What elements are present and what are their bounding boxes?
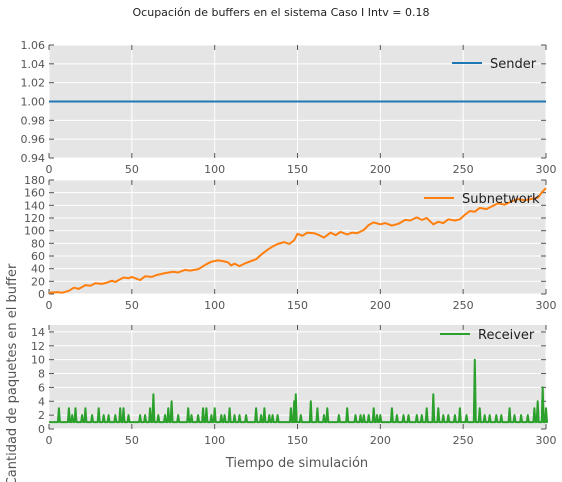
y-tick-label: 1.02: [21, 77, 46, 90]
y-tick-label: 1.00: [21, 96, 46, 109]
y-tick-label: 140: [24, 199, 45, 212]
x-tick-label: 250: [453, 434, 474, 447]
x-tick-label: 200: [370, 434, 391, 447]
x-tick-label: 150: [287, 299, 308, 312]
x-tick-label: 250: [453, 163, 474, 176]
x-tick-label: 200: [370, 299, 391, 312]
x-tick-label: 50: [125, 434, 139, 447]
x-tick-label: 150: [287, 434, 308, 447]
y-tick-label: 20: [31, 275, 45, 288]
x-axis-label: Tiempo de simulación: [225, 456, 368, 471]
y-tick-label: 1.06: [21, 39, 46, 52]
panel-sender: 0.94 0.96 0.98 1.00 1.02 1.04 1.06 0 50 100 150 200…: [21, 39, 557, 176]
y-tick-label: 2: [38, 409, 45, 422]
x-tick-label: 0: [46, 299, 53, 312]
series-line-subnetwork: [48, 187, 547, 294]
y-tick-label: 0.96: [21, 133, 46, 146]
legend-label: Subnetwork: [462, 192, 540, 207]
y-tick-label: 10: [31, 354, 45, 367]
x-tick-label: 50: [125, 299, 139, 312]
y-tick-label: 0: [38, 288, 45, 301]
legend-label: Sender: [490, 57, 537, 72]
y-tick-label: 40: [31, 263, 45, 276]
y-tick-label: 160: [24, 187, 45, 200]
figure-title: Ocupación de buffers en el sistema Caso …: [133, 6, 430, 19]
y-tick-label: 120: [24, 212, 45, 225]
x-tick-label: 300: [536, 299, 557, 312]
x-tick-label: 100: [204, 434, 225, 447]
y-tick-label: 60: [31, 250, 45, 263]
y-tick-label: 6: [38, 381, 45, 394]
x-tick-label: 50: [125, 163, 139, 176]
x-tick-label: 300: [536, 163, 557, 176]
x-tick-label: 300: [536, 434, 557, 447]
y-tick-label: 0.94: [21, 152, 46, 165]
x-tick-label: 150: [287, 163, 308, 176]
y-tick-label: 100: [24, 225, 45, 238]
x-tick-label: 0: [46, 434, 53, 447]
y-tick-label: 80: [31, 237, 45, 250]
x-tick-label: 100: [204, 163, 225, 176]
y-tick-label: 0.98: [21, 114, 46, 127]
x-tick-label: 0: [46, 163, 53, 176]
y-tick-label: 180: [24, 174, 45, 187]
y-tick-label: 12: [31, 340, 45, 353]
y-tick-label: 0: [38, 423, 45, 436]
series-line-receiver: [49, 358, 548, 424]
y-tick-label: 1.04: [21, 58, 46, 71]
legend-label: Receiver: [478, 328, 535, 343]
y-tick-label: 8: [38, 368, 45, 381]
y-axis-label: Cantidad de paquetes en el buffer: [5, 263, 20, 482]
x-tick-label: 100: [204, 299, 225, 312]
y-tick-label: 14: [31, 326, 45, 339]
x-tick-label: 250: [453, 299, 474, 312]
y-tick-label: 4: [38, 395, 45, 408]
x-tick-label: 200: [370, 163, 391, 176]
